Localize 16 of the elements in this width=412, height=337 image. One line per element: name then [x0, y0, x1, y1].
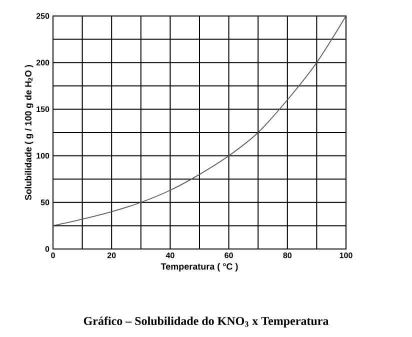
x-tick-label: 0 — [51, 252, 55, 258]
y-tick-label: 200 — [36, 60, 50, 66]
x-tick-label: 80 — [283, 252, 292, 258]
y-tick-label: 100 — [36, 152, 50, 159]
y-axis-title: Solubilidade ( g / 100 g de H$_{2}$O ) — [24, 65, 34, 200]
x-tick-label: 60 — [224, 252, 233, 258]
x-axis-title: Temperatura ( °C ) — [160, 263, 238, 272]
chart-title: Gráfico – Solubilidade do KNO$_{3}$ x Temperatura — [84, 316, 329, 328]
y-tick-label: 50 — [40, 200, 50, 206]
y-tick-label: 0 — [45, 246, 50, 252]
x-tick-label: 40 — [166, 252, 174, 258]
y-tick-label: 250 — [36, 13, 50, 19]
x-tick-label: 100 — [340, 252, 352, 258]
y-tick-label: 150 — [36, 106, 50, 112]
x-tick-label: 20 — [107, 252, 116, 258]
line-series — [53, 16, 346, 226]
